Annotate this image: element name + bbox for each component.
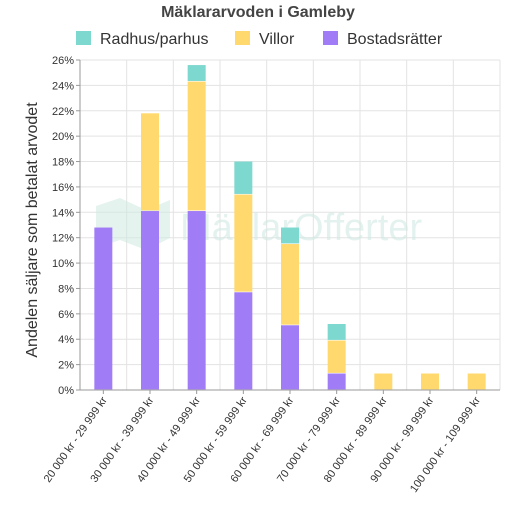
legend-swatch (235, 31, 250, 45)
legend-label: Bostadsrätter (347, 31, 443, 48)
bar-segment (374, 373, 393, 390)
axes (76, 59, 500, 394)
legend-label: Radhus/parhus (100, 31, 209, 48)
y-tick-label: 8% (58, 283, 74, 295)
bar-segment (187, 81, 206, 211)
y-tick-label: 24% (52, 80, 74, 92)
y-tick-label: 16% (52, 182, 74, 194)
watermark-text: MäklarOfferter (180, 207, 422, 249)
y-tick-labels: 0% 2% 4% 6% 8% 10% 12% 14% 16% 18% 20% 22% 24% 26% (52, 55, 74, 397)
y-tick-label: 10% (52, 258, 74, 270)
bar-segment (281, 325, 299, 390)
bar-segment (141, 113, 159, 211)
y-tick-label: 20% (52, 131, 74, 143)
legend: Radhus/parhus Villor Bostadsrätter (76, 31, 443, 48)
bar-segment (467, 373, 486, 390)
bar-segment (327, 340, 346, 373)
y-tick-label: 0% (58, 385, 74, 397)
y-tick-label: 22% (52, 106, 74, 118)
bar-segment (187, 211, 206, 390)
y-tick-label: 14% (52, 207, 74, 219)
bar-segment (94, 227, 113, 390)
watermark: MäklarOfferter (96, 198, 422, 250)
bar-segment (327, 373, 346, 390)
y-tick-label: 2% (58, 360, 74, 372)
bar-segment (421, 373, 439, 390)
y-tick-label: 18% (52, 157, 74, 169)
bar-segment (234, 292, 253, 390)
bar-segment (234, 161, 253, 194)
y-axis-label: Andelen säljare som betalat arvodet (24, 102, 41, 358)
bar-segment (281, 244, 299, 325)
legend-swatch (76, 31, 91, 45)
bar-segment (281, 227, 299, 244)
chart-title: Mäklararvoden i Gamleby (161, 4, 355, 21)
bars (94, 65, 486, 390)
bar-segment (234, 194, 253, 292)
y-tick-label: 26% (52, 55, 74, 67)
bar-segment (327, 324, 346, 340)
y-tick-label: 12% (52, 233, 74, 245)
legend-swatch (323, 31, 338, 45)
y-tick-label: 6% (58, 309, 74, 321)
bar-segment (187, 65, 206, 81)
legend-label: Villor (259, 31, 295, 48)
bar-segment (141, 211, 159, 390)
y-tick-label: 4% (58, 334, 74, 346)
